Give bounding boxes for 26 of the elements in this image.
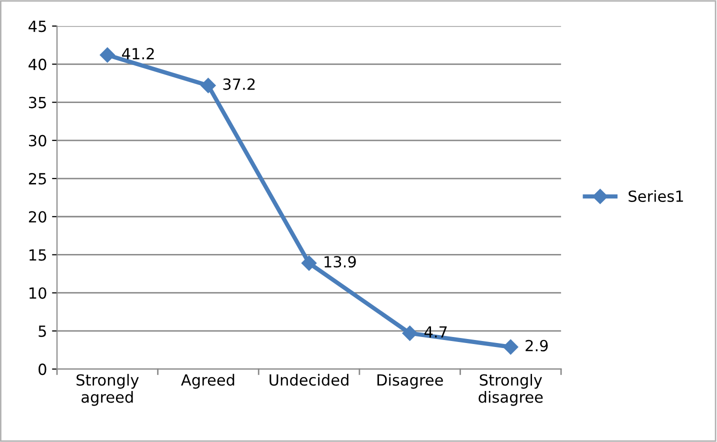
- y-tick-label: 5: [38, 326, 46, 337]
- y-tick-label: 45: [28, 20, 46, 32]
- y-tick-label: 35: [29, 96, 46, 108]
- data-label: 41.2: [122, 48, 154, 60]
- y-tick-label: 20: [28, 211, 46, 223]
- y-tick-label: 30: [29, 134, 46, 146]
- point: [100, 47, 115, 63]
- point: [503, 339, 518, 355]
- x-tick-label: Agreed: [181, 374, 234, 389]
- data-label: 2.9: [526, 340, 548, 352]
- x-tick-label: Disagree: [377, 374, 443, 389]
- data-label: 4.7: [424, 326, 447, 338]
- point: [200, 78, 216, 94]
- y-tick-label: 10: [30, 287, 46, 299]
- point: [402, 326, 418, 341]
- x-tick-label: Strongly disagree: [478, 374, 543, 406]
- y-tick-label: 15: [30, 249, 46, 261]
- legend-label: Series1: [628, 190, 683, 202]
- y-tick-label: 0: [38, 364, 46, 376]
- point: [301, 256, 317, 271]
- y-tick-label: 40: [28, 58, 46, 70]
- y-tick-label: 25: [28, 172, 46, 185]
- x-tick-label: Undecided: [270, 374, 348, 386]
- x-tick-label: Strongly agreed: [76, 374, 139, 406]
- data-label: 13.9: [324, 256, 356, 268]
- data-label: 37.2: [223, 78, 255, 90]
